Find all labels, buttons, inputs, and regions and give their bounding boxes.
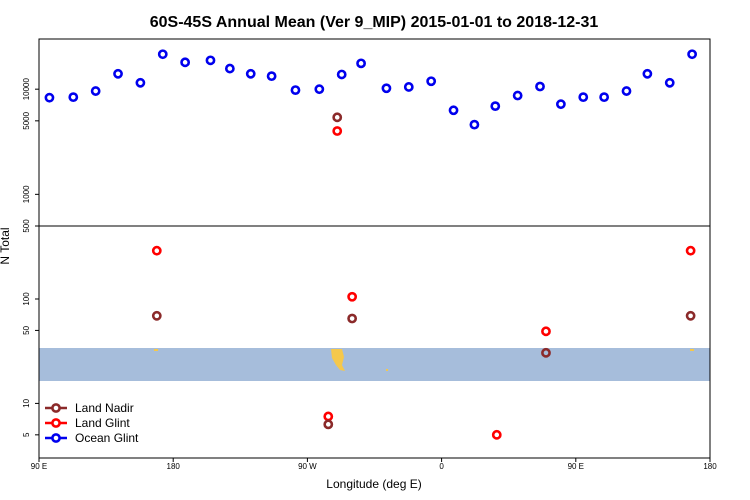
legend-marker-ocean-glint [51,433,61,443]
y-tick-label: 50 [22,325,31,334]
legend-label-land-nadir: Land Nadir [75,401,134,415]
legend-label-ocean-glint: Ocean Glint [75,431,139,445]
land-glint-point [151,245,162,256]
ocean-glint-point [599,92,610,103]
x-tick-label: 90 W [298,462,317,471]
ocean-glint-point [642,68,653,79]
ocean-glint-point [621,86,632,96]
ocean-glint-point [426,76,437,87]
lower-panel [38,225,711,459]
ocean-glint-point [469,119,480,130]
ocean-glint-point [180,57,191,68]
ocean-glint-point [403,82,414,92]
legend-marker-land-glint [51,418,61,428]
y-tick-label: 100 [22,292,31,306]
ocean-glint-point [687,49,698,60]
y-tick-label: 1000 [22,185,31,203]
land-glint-point [323,411,334,422]
ocean-glint-point [578,92,589,103]
data-points [44,49,698,440]
land-glint-point [332,126,343,136]
ocean-glint-point [68,92,79,103]
y-axis-lower: 5 10 50 100 [22,292,39,437]
land-patch-south-america [331,349,345,371]
ocean-glint-point [266,71,277,82]
ocean-glint-point [290,85,301,95]
ocean-glint-point [555,99,566,110]
land-glint-point [347,291,358,302]
ocean-glint-point [512,90,523,101]
land-nadir-point [332,112,343,123]
ocean-glint-point [90,86,101,96]
y-tick-label: 10000 [22,78,31,101]
x-tick-label: 180 [703,462,717,471]
ocean-band [39,348,710,381]
land-glint-point [541,326,551,337]
y-tick-label: 5000 [22,111,31,129]
y-tick-label: 500 [22,219,31,233]
ocean-glint-point [535,81,545,92]
ocean-glint-point [135,77,146,88]
ocean-glint-point [157,49,168,60]
ocean-glint-point [381,83,392,94]
land-nadir-point [323,419,334,430]
ocean-glint-point [356,58,366,69]
land-patch-east [690,349,694,351]
ocean-glint-point [224,63,235,74]
x-tick-label: 180 [167,462,181,471]
legend-label-land-glint: Land Glint [75,416,130,430]
ocean-glint-point [448,105,459,116]
land-glint-point [685,245,696,256]
land-nadir-point [685,310,696,321]
ocean-glint-point [314,84,325,95]
x-axis-title: Longitude (deg E) [326,477,421,491]
legend-marker-land-nadir [51,403,61,413]
x-tick-label: 90 E [31,462,47,471]
y-tick-label: 5 [22,432,31,437]
land-patch-west [154,349,158,351]
x-tick-label: 90 E [568,462,584,471]
land-nadir-point [151,310,162,321]
ocean-glint-point [664,77,675,88]
y-axis-title: N Total [0,227,12,264]
ocean-glint-point [205,55,216,66]
land-patch-small [386,369,388,371]
land-glint-point [491,429,502,440]
ocean-glint-point [336,69,347,80]
ocean-glint-point [490,101,501,112]
ocean-glint-point [44,92,55,103]
x-tick-label: 0 [439,462,444,471]
ocean-glint-point [113,68,123,79]
chart-title: 60S-45S Annual Mean (Ver 9_MIP) 2015-01-… [150,14,599,31]
y-tick-label: 10 [22,398,31,407]
upper-panel [38,38,711,227]
x-axis: 90 E 180 90 W 0 90 E 180 [31,458,717,471]
ocean-glint-point [245,68,256,79]
land-nadir-point [541,347,551,358]
land-nadir-point [347,313,358,324]
y-axis-upper: 500 1000 5000 10000 [22,78,39,233]
